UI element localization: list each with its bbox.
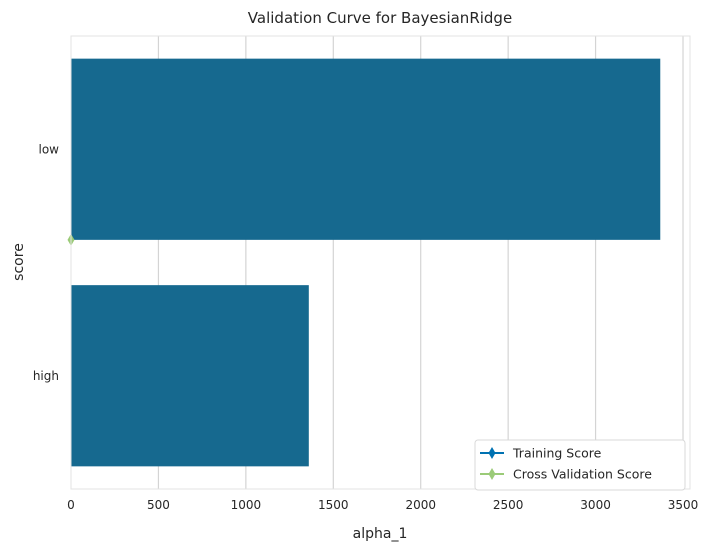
x-tick-label-2000: 2000 xyxy=(405,498,436,512)
x-axis-title: alpha_1 xyxy=(353,526,408,542)
x-tick-label-0: 0 xyxy=(67,498,75,512)
x-tick-label-500: 500 xyxy=(147,498,170,512)
y-tick-labels: low high xyxy=(33,142,59,383)
plot-border xyxy=(70,35,691,490)
x-tick-labels: 0 500 1000 1500 2000 2500 3000 3500 xyxy=(67,498,698,512)
x-tick-label-3500: 3500 xyxy=(668,498,699,512)
bars xyxy=(71,58,661,467)
y-tick-label-high: high xyxy=(33,369,59,383)
y-tick-label-low: low xyxy=(39,142,60,156)
y-axis-title: score xyxy=(11,243,27,281)
legend-box xyxy=(474,439,686,491)
x-tick-label-1500: 1500 xyxy=(318,498,349,512)
legend-item-cross-validation: Cross Validation Score xyxy=(480,467,652,482)
x-tick-label-3000: 3000 xyxy=(580,498,611,512)
chart-title: Validation Curve for BayesianRidge xyxy=(248,9,512,27)
legend-label-training: Training Score xyxy=(512,446,602,461)
x-tick-label-1000: 1000 xyxy=(231,498,262,512)
legend-diamond-cross-validation-icon xyxy=(488,468,496,480)
legend: Training Score Cross Validation Score xyxy=(474,439,686,491)
legend-item-training: Training Score xyxy=(480,446,602,461)
x-tick-label-2500: 2500 xyxy=(493,498,524,512)
bar-high xyxy=(71,285,309,467)
legend-diamond-training-icon xyxy=(488,447,496,459)
legend-label-cross-validation: Cross Validation Score xyxy=(513,467,652,482)
plot-frame xyxy=(70,35,691,490)
bar-low xyxy=(71,58,661,240)
